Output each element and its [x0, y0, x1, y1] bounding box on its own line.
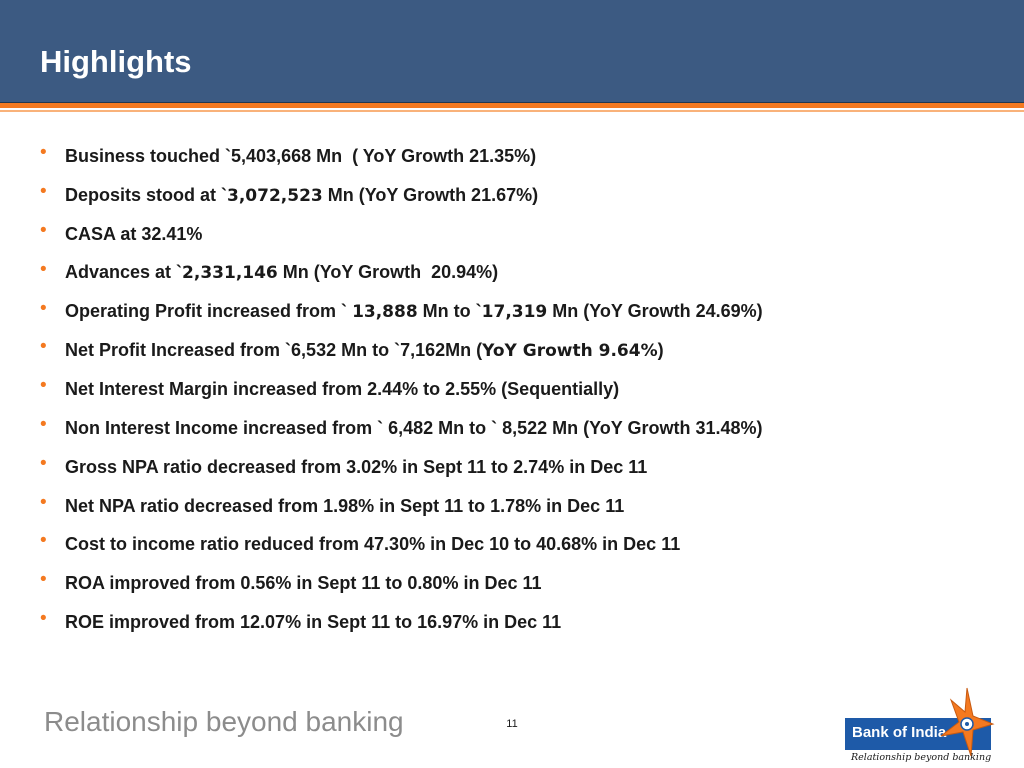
highlight-item: • Non Interest Income increased from ` 6,…	[40, 409, 1000, 448]
highlight-text: Net Profit Increased from `6,532 Mn to `…	[65, 339, 664, 362]
highlights-list: • Business touched `5,403,668 Mn ( YoY Gr…	[40, 137, 1000, 641]
logo-name: Bank of India	[852, 724, 947, 741]
highlight-text: Net Interest Margin increased from 2.44%…	[65, 378, 619, 400]
header-accent-stripe-thin	[0, 110, 1024, 112]
highlight-text: Deposits stood at `3,072,523 Mn (YoY Gro…	[65, 184, 538, 207]
highlight-text-fragment: 13,888	[352, 302, 418, 323]
bullet-dot-icon: •	[40, 607, 47, 629]
highlight-item: • Gross NPA ratio decreased from 3.02% in…	[40, 447, 1000, 486]
highlight-text: Cost to income ratio reduced from 47.30%…	[65, 533, 680, 555]
bank-logo: Bank of India Relationship beyond bankin…	[845, 686, 995, 766]
highlight-text-fragment: Gross NPA ratio decreased from 3.02% in …	[65, 456, 648, 477]
highlight-text-fragment: Mn (YoY Growth 20.94%)	[277, 262, 499, 283]
highlight-text-fragment: Non Interest Income increased from ` 6,4…	[65, 417, 763, 438]
highlight-text-fragment: ROE improved from 12.07% in Sept 11 to 1…	[65, 611, 562, 632]
bullet-dot-icon: •	[40, 336, 47, 358]
highlight-text: Business touched `5,403,668 Mn ( YoY Gro…	[65, 145, 536, 167]
header-accent-stripe	[0, 103, 1024, 108]
bullet-dot-icon: •	[40, 491, 47, 513]
highlight-text: Gross NPA ratio decreased from 3.02% in …	[65, 456, 647, 478]
highlight-text-fragment: ROA improved from 0.56% in Sept 11 to 0.…	[65, 573, 542, 594]
highlight-text-fragment: Net Interest Margin increased from 2.44%…	[65, 379, 620, 400]
footer-tagline: Relationship beyond banking	[44, 706, 404, 737]
bullet-dot-icon: •	[40, 452, 47, 474]
highlight-item: • Cost to income ratio reduced from 47.30…	[40, 525, 1000, 564]
bullet-dot-icon: •	[40, 413, 47, 435]
bullet-dot-icon: •	[40, 375, 47, 397]
highlight-text-fragment: Mn (YoY Growth 21.67%)	[322, 184, 539, 205]
highlight-text-fragment: Mn (YoY Growth 24.69%)	[547, 301, 763, 322]
highlight-text-fragment: 17,319	[481, 302, 548, 323]
highlight-text-fragment: 3,072,523	[227, 185, 323, 206]
highlight-text-fragment: Net Profit Increased from `6,532 Mn to `…	[65, 339, 483, 360]
highlight-item: • Operating Profit increased from ` 13,88…	[40, 292, 1000, 331]
bullet-dot-icon: •	[40, 530, 47, 552]
logo-tagline: Relationship beyond banking	[851, 752, 992, 763]
highlight-text-fragment: CASA at 32.41%	[65, 223, 203, 244]
highlight-text-fragment: )	[657, 339, 664, 360]
highlight-item: • CASA at 32.41%	[40, 215, 1000, 254]
highlight-text-fragment: 2,331,146	[182, 263, 278, 284]
slide-title: Highlights	[40, 44, 192, 79]
highlight-text: Advances at `2,331,146 Mn (YoY Growth 20…	[65, 261, 498, 284]
highlight-text: CASA at 32.41%	[65, 223, 202, 245]
bullet-dot-icon: •	[40, 219, 47, 241]
highlight-item: • ROA improved from 0.56% in Sept 11 to 0…	[40, 564, 1000, 603]
highlight-item: • Net Profit Increased from `6,532 Mn to …	[40, 331, 1000, 370]
highlight-item: • Advances at `2,331,146 Mn (YoY Growth 2…	[40, 253, 1000, 292]
bullet-dot-icon: •	[40, 181, 47, 203]
bullet-dot-icon: •	[40, 297, 47, 319]
highlight-text: ROA improved from 0.56% in Sept 11 to 0.…	[65, 572, 542, 594]
highlight-text-fragment: Business touched `5,403,668 Mn ( YoY Gro…	[65, 146, 537, 167]
highlight-text-fragment: Deposits stood at `	[65, 184, 228, 205]
highlight-item: • ROE improved from 12.07% in Sept 11 to …	[40, 603, 1000, 642]
highlight-item: • Net NPA ratio decreased from 1.98% in S…	[40, 486, 1000, 525]
highlight-text: ROE improved from 12.07% in Sept 11 to 1…	[65, 611, 561, 633]
highlight-text-fragment: Net NPA ratio decreased from 1.98% in Se…	[65, 495, 625, 516]
highlight-text-fragment: Advances at `	[65, 262, 183, 283]
page-number: 11	[506, 718, 518, 730]
highlight-text: Operating Profit increased from ` 13,888…	[65, 300, 763, 323]
highlight-text-fragment: Cost to income ratio reduced from 47.30%…	[65, 534, 681, 555]
highlight-text-fragment: Mn to `	[417, 301, 482, 322]
highlight-item: • Net Interest Margin increased from 2.44…	[40, 370, 1000, 409]
bullet-dot-icon: •	[40, 258, 47, 280]
bullet-dot-icon: •	[40, 569, 47, 591]
highlight-item: • Deposits stood at `3,072,523 Mn (YoY Gr…	[40, 176, 1000, 215]
highlight-text: Non Interest Income increased from ` 6,4…	[65, 417, 763, 439]
star-logo-icon	[940, 687, 995, 757]
highlight-item: • Business touched `5,403,668 Mn ( YoY Gr…	[40, 137, 1000, 176]
highlight-text: Net NPA ratio decreased from 1.98% in Se…	[65, 495, 624, 517]
slide-header: Highlights	[0, 0, 1024, 103]
bullet-dot-icon: •	[40, 142, 47, 164]
highlight-text-fragment: Operating Profit increased from `	[65, 301, 353, 322]
highlight-text-fragment: YoY Growth 9.64%	[482, 340, 658, 361]
